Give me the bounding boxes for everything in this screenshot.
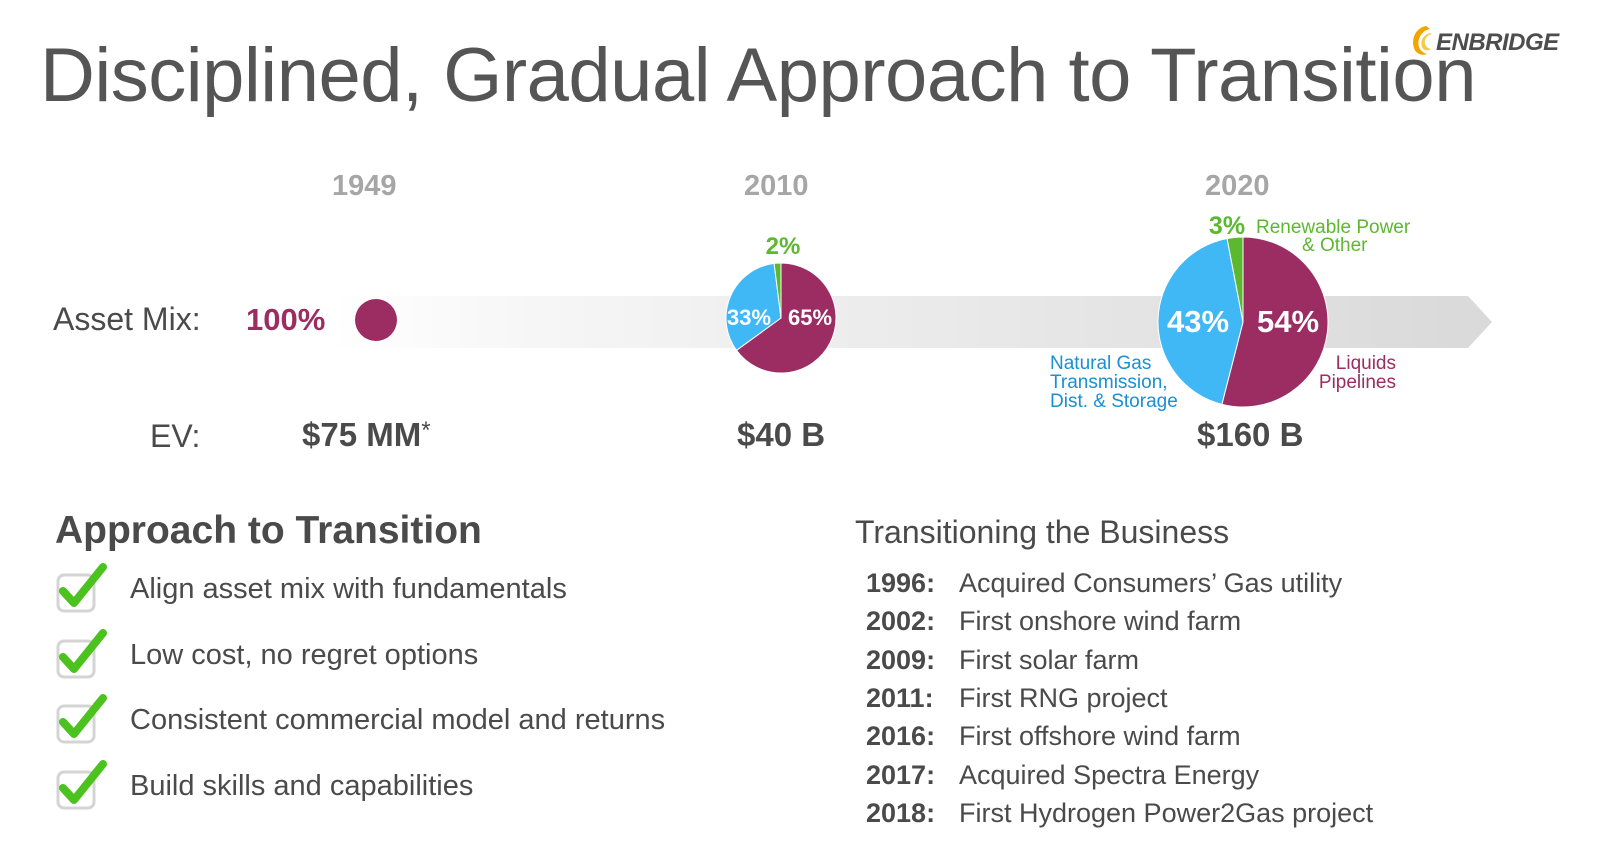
milestone-year: 1996:	[866, 568, 936, 598]
pie-1949-slice-liquids	[355, 299, 397, 341]
approach-item-text: Consistent commercial model and returns	[130, 704, 666, 736]
approach-item-text: Align asset mix with fundamentals	[130, 573, 567, 605]
gas-annotation-line2: Transmission,	[1050, 372, 1168, 393]
year-1949: 1949	[332, 170, 397, 202]
business-heading: Transitioning the Business	[855, 514, 1230, 550]
milestone-year: 2018:	[866, 797, 936, 828]
milestone-year: 2016:	[866, 721, 936, 752]
gas-annotation-line1: Natural Gas	[1050, 353, 1151, 374]
ev-1949: $75 MM*	[302, 418, 431, 451]
pie-2010-label-liquids: 65%	[788, 305, 832, 330]
pie-2010-label-renewable: 2%	[766, 233, 801, 260]
checkmark-icon	[56, 563, 107, 613]
milestone-event: Acquired Consumers’ Gas utility	[959, 568, 1343, 598]
milestone-year: 2011:	[866, 682, 934, 713]
milestone-event: Acquired Spectra Energy	[959, 759, 1260, 790]
renewable-annotation-line1: Renewable Power	[1256, 217, 1411, 238]
pie-1949	[355, 299, 397, 341]
ev-2010: $40 B	[737, 416, 826, 453]
pie-2010-slice-gas	[725, 262, 782, 352]
milestone-event: First offshore wind farm	[959, 721, 1241, 752]
ev-label: EV:	[150, 418, 201, 454]
pie-2010: 65% 33% 2%	[725, 233, 837, 374]
pie-2020-label-liquids: 54%	[1257, 304, 1319, 339]
checkmark-icon	[56, 760, 107, 810]
page-title: Disciplined, Gradual Approach to Transit…	[40, 33, 1476, 118]
logo-wordmark: ENBRIDGE	[1436, 29, 1559, 56]
approach-heading: Approach to Transition	[55, 509, 482, 552]
renewable-annotation-line2: & Other	[1302, 235, 1368, 256]
asset-mix-chart: 65% 33% 2% 54% 43% 3% Renewable Power& Other Na…	[330, 212, 1492, 412]
pie-2020-slice-renewable	[1226, 236, 1244, 323]
pie-2020-label-gas: 43%	[1167, 304, 1229, 339]
liquids-annotation-line2: Pipelines	[1319, 372, 1396, 393]
pie-2020-slice-gas	[1157, 237, 1244, 405]
ev-footnote-mark: *	[421, 417, 431, 444]
approach-item-text: Build skills and capabilities	[130, 770, 474, 802]
pie-2020-slice-liquids	[1221, 236, 1329, 408]
pie-2010-slice-liquids	[735, 262, 837, 374]
milestone-event: First RNG project	[959, 682, 1168, 713]
milestone-year: 2002:	[866, 606, 936, 637]
checkmark-icon	[56, 629, 107, 679]
gas-annotation-line3: Dist. & Storage	[1050, 391, 1178, 412]
ev-2020: $160 B	[1197, 416, 1304, 453]
liquids-annotation-line1: Liquids	[1336, 353, 1396, 374]
asset-mix-label: Asset Mix:	[53, 301, 201, 337]
year-2010: 2010	[744, 170, 809, 202]
milestone-event: First onshore wind farm	[959, 606, 1242, 637]
milestone-year: 2017:	[866, 759, 936, 790]
year-2020: 2020	[1205, 170, 1270, 202]
pie-2010-label-gas: 33%	[727, 305, 771, 330]
ev-1949-value: $75 MM	[302, 416, 422, 453]
pie-2010-slice-renewable	[773, 262, 782, 319]
milestone-year: 2009:	[866, 644, 936, 675]
checkmark-icon	[56, 694, 107, 744]
approach-item-text: Low cost, no regret options	[130, 639, 479, 671]
enbridge-flame-icon	[1413, 26, 1432, 55]
pie-2020-label-renewable: 3%	[1209, 212, 1245, 240]
pie-2020: 54% 43% 3%	[1157, 212, 1329, 408]
pie-1949-label-liquids: 100%	[246, 302, 326, 337]
enbridge-logo: ENBRIDGE	[1408, 22, 1578, 62]
milestone-event: First solar farm	[959, 644, 1140, 675]
milestone-event: First Hydrogen Power2Gas project	[959, 797, 1374, 828]
